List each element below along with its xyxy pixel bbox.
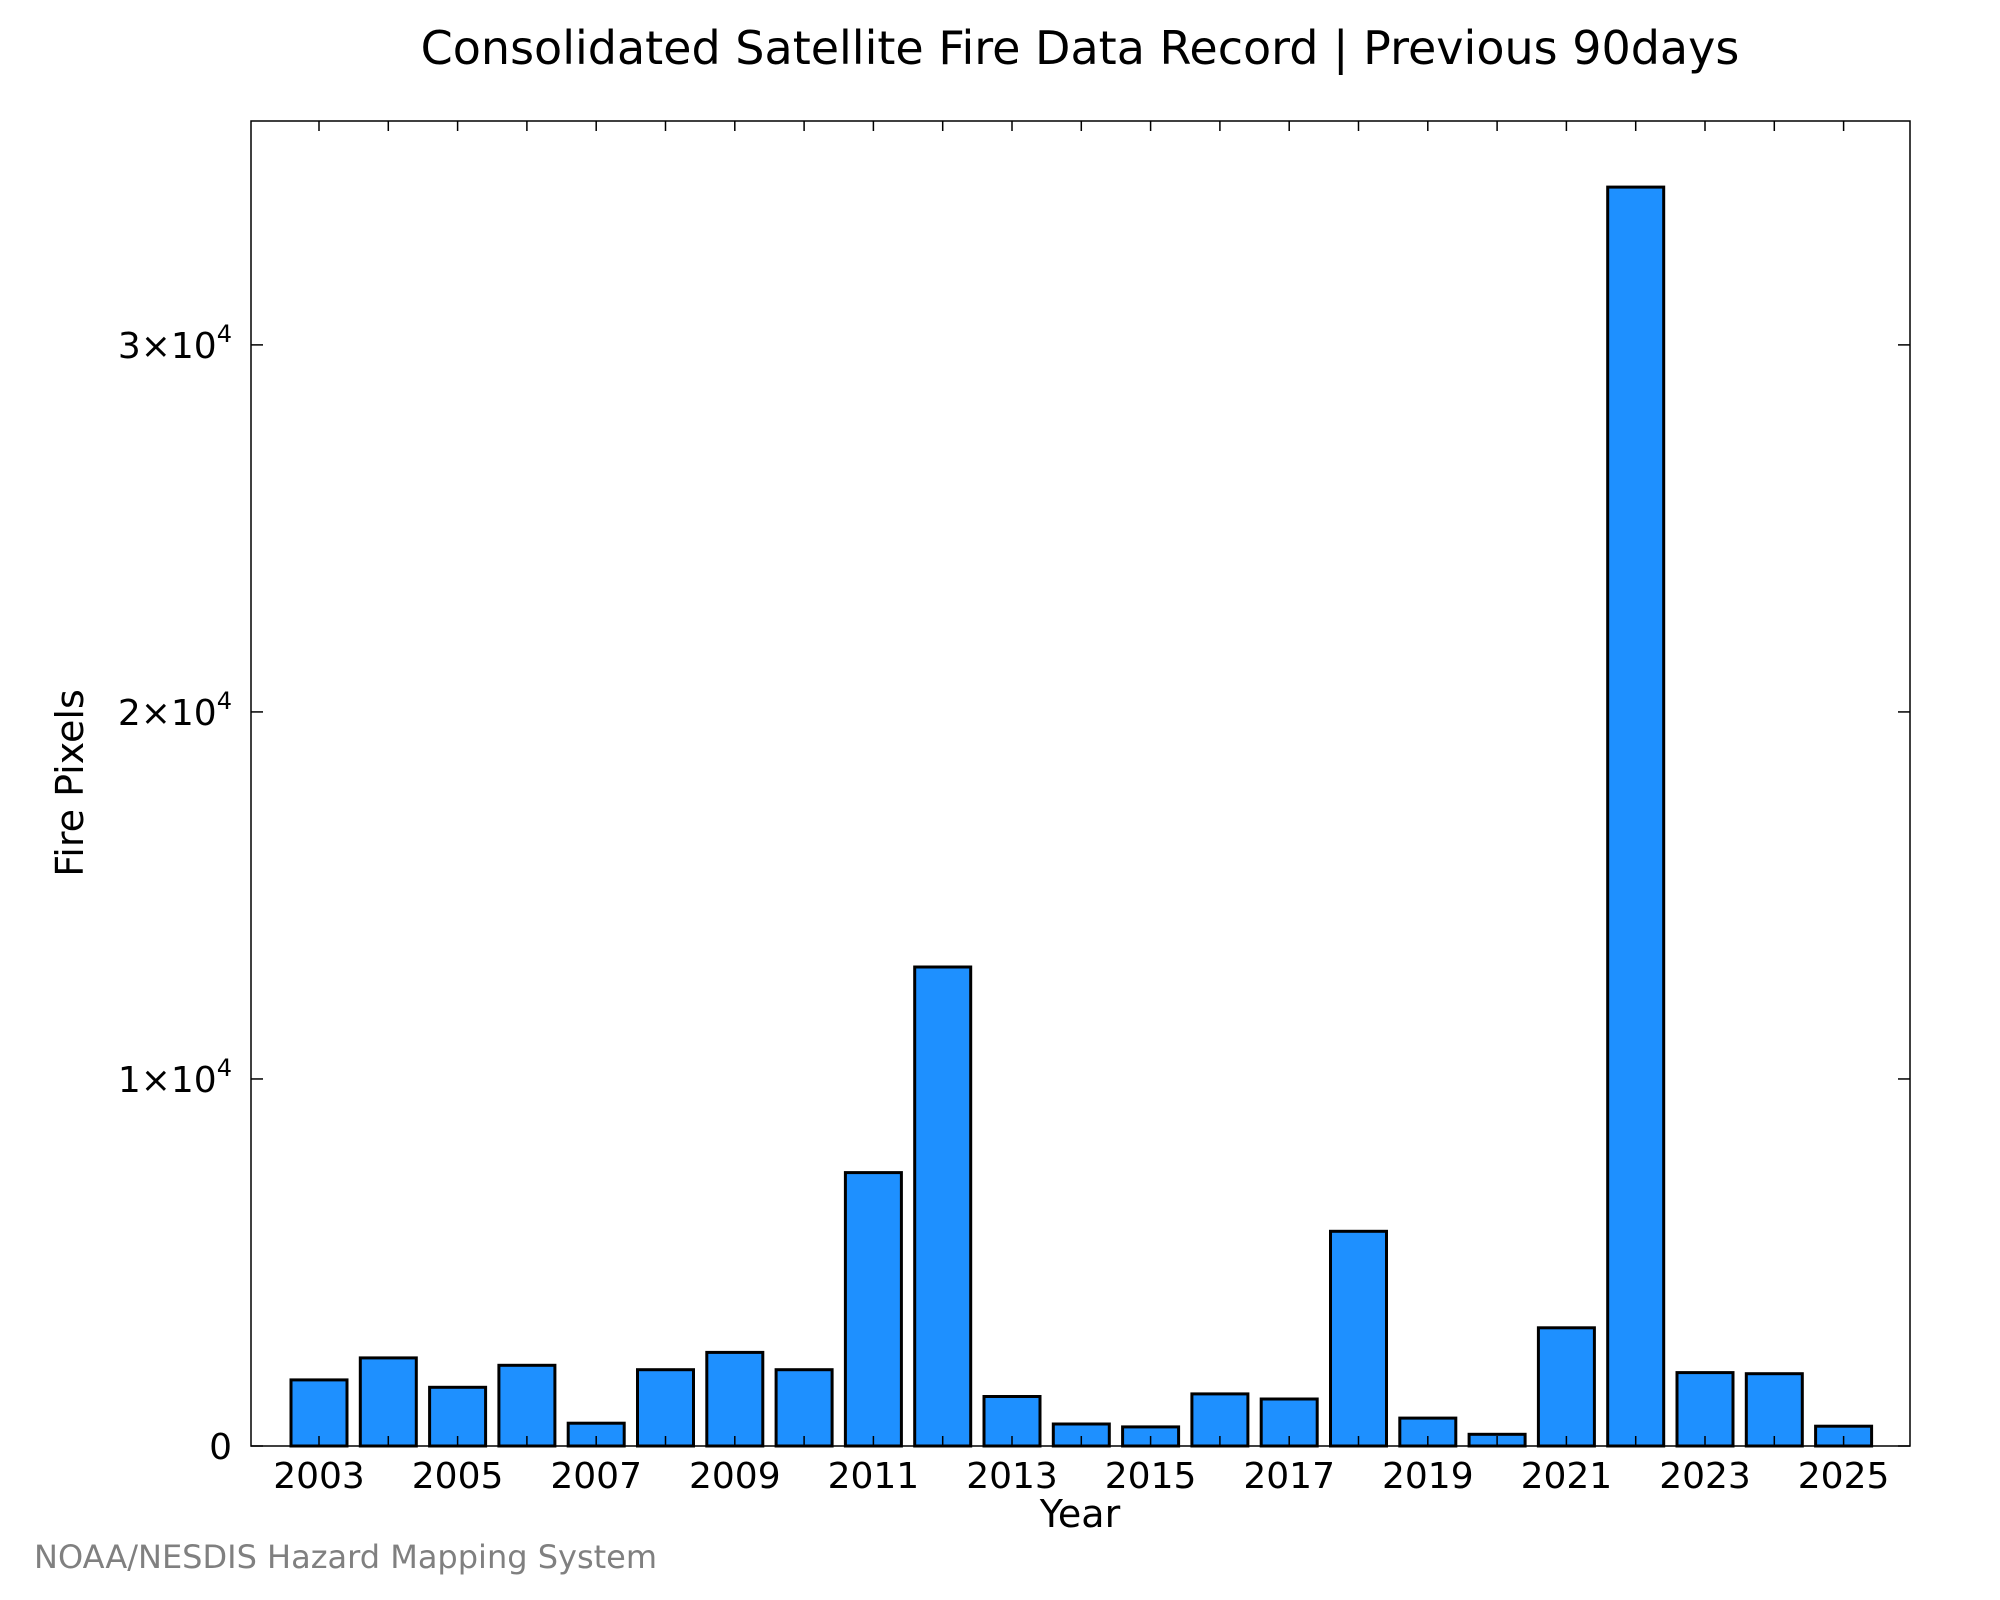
bar-2008 [636,1368,695,1448]
y-tick-label-0: 0 [209,1427,232,1468]
chart-title: Consolidated Satellite Fire Data Record … [421,21,1740,76]
bar-2024 [1744,1372,1804,1448]
bar-2023 [1675,1371,1735,1448]
x-axis: 2003 2005 2007 2009 2011 2013 2015 2017 2019 2021… [273,121,1889,1497]
x-axis-label: Year [1039,1492,1121,1536]
bar-2018 [1329,1229,1388,1448]
bar-2022 [1606,185,1666,1448]
x-tick-label-2005: 2005 [412,1456,504,1497]
bar-2011 [843,1171,903,1448]
bar-2012 [913,965,973,1448]
y-axis: 0 1×104 2×104 3×104 [118,320,1910,1468]
x-tick-label-2023: 2023 [1659,1456,1751,1497]
y-tick-label-10000: 1×104 [118,1054,232,1101]
y-tick-label-20000: 2×104 [118,687,232,734]
x-tick-label-2021: 2021 [1521,1456,1613,1497]
bar-2009 [705,1350,765,1448]
bar-2004 [358,1356,418,1448]
x-tick-label-2009: 2009 [689,1456,781,1497]
y-tick-label-30000: 3×104 [118,320,232,367]
bars-group [289,185,1874,1448]
credit-text: NOAA/NESDIS Hazard Mapping System [34,1538,657,1576]
x-tick-label-2011: 2011 [828,1456,920,1497]
x-tick-label-2017: 2017 [1243,1456,1335,1497]
y-axis-label: Fire Pixels [48,689,92,877]
bar-2021 [1536,1326,1596,1448]
x-tick-label-2007: 2007 [550,1456,642,1497]
bar-2006 [497,1363,557,1448]
bar-2010 [774,1368,834,1448]
x-tick-label-2015: 2015 [1105,1456,1197,1497]
x-tick-label-2003: 2003 [273,1456,365,1497]
x-tick-label-2013: 2013 [966,1456,1058,1497]
x-tick-label-2025: 2025 [1798,1456,1890,1497]
x-tick-label-2019: 2019 [1382,1456,1474,1497]
